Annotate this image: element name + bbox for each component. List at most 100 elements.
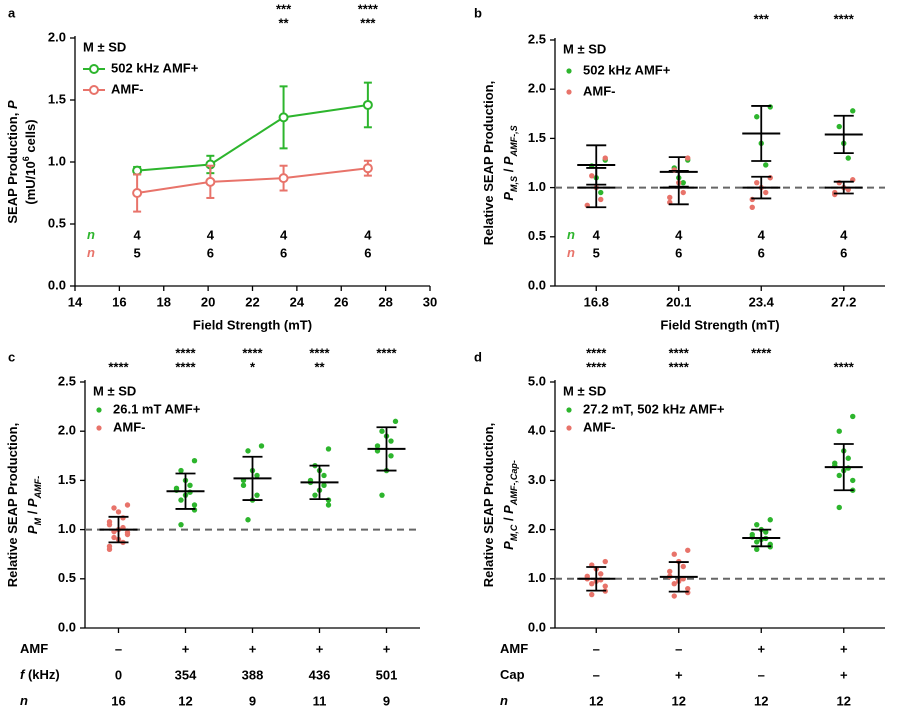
table-cell: 12	[754, 693, 768, 708]
table-cell: –	[593, 667, 600, 682]
data-point	[850, 108, 856, 114]
legend-marker	[89, 85, 99, 95]
legend-label: 26.1 mT AMF+	[113, 401, 201, 416]
y-tick-label: 5.0	[528, 373, 546, 388]
y-axis-label: PM / PAMF-	[25, 476, 43, 534]
legend-title: M ± SD	[563, 41, 606, 56]
table-row-label: AMF	[20, 641, 48, 656]
significance-label: ***	[276, 1, 292, 16]
x-axis-label: Field Strength (mT)	[660, 317, 779, 332]
data-point	[115, 509, 122, 515]
table-cell: +	[383, 641, 391, 656]
table-cell: +	[182, 641, 190, 656]
significance-label: *	[250, 359, 256, 374]
table-row-label: n	[500, 693, 508, 708]
x-tick-label: 16.8	[584, 294, 609, 309]
data-point	[120, 515, 126, 521]
n-label: n	[567, 245, 575, 260]
n-value: 4	[675, 227, 683, 242]
table-cell: +	[316, 641, 324, 656]
data-point	[178, 467, 184, 474]
table-cell: 501	[376, 667, 398, 682]
y-axis-label-part: (mU/10	[23, 161, 38, 204]
data-point	[278, 112, 289, 123]
panel-letter: b	[474, 5, 482, 20]
n-label-part: n	[567, 245, 575, 260]
data-point	[379, 428, 385, 434]
data-point	[191, 458, 198, 464]
y-tick-label: 0.0	[48, 277, 66, 292]
significance-label: ****	[834, 11, 855, 26]
data-point	[667, 568, 673, 575]
table-row-label: n	[20, 693, 28, 708]
significance-label: ****	[669, 345, 690, 360]
significance-label: ****	[751, 345, 772, 360]
y-axis-label: SEAP Production, P	[5, 100, 20, 224]
data-point	[850, 413, 856, 420]
series-line	[136, 167, 368, 194]
table-cell: 12	[178, 693, 192, 708]
x-tick-label: 18	[157, 294, 171, 309]
data-point	[749, 204, 755, 210]
n-value: 4	[758, 227, 766, 242]
y-axis-label-part: 6	[21, 156, 31, 161]
data-point	[191, 507, 198, 513]
y-axis-label: Relative SEAP Production,	[481, 423, 496, 587]
table-cell: 388	[242, 667, 264, 682]
data-point	[680, 179, 686, 186]
table-cell: 9	[249, 693, 256, 708]
y-tick-label: 2.5	[528, 31, 546, 46]
table-cell: –	[758, 667, 765, 682]
y-tick-label: 3.0	[528, 472, 546, 487]
data-point	[685, 547, 691, 553]
data-point	[602, 558, 608, 565]
x-tick-label: 28	[378, 294, 392, 309]
table-row-label-part: n	[500, 693, 508, 708]
x-tick-label: 30	[423, 294, 437, 309]
data-point	[749, 196, 755, 203]
table-cell: 12	[672, 693, 686, 708]
x-tick-label: 22	[245, 294, 259, 309]
n-label: n	[87, 245, 95, 260]
significance-label: ****	[108, 359, 129, 374]
data-point	[598, 571, 604, 577]
y-tick-label: 0.0	[528, 277, 546, 292]
y-axis-label-part: P	[501, 192, 516, 201]
data-point	[191, 502, 198, 508]
data-point	[685, 585, 691, 592]
y-axis-label: PM,S / PAMF-,S	[501, 125, 519, 200]
data-point	[754, 114, 760, 120]
data-point	[245, 448, 251, 454]
data-point	[845, 455, 851, 461]
data-point	[589, 581, 595, 587]
data-point	[589, 173, 595, 179]
x-tick-label: 24	[290, 294, 305, 309]
y-tick-label: 0.5	[528, 228, 546, 243]
y-axis-label-part: Relative SEAP Production,	[481, 423, 496, 587]
y-axis-label-part: M,C	[509, 524, 519, 541]
data-point	[767, 175, 773, 181]
x-tick-label: 14	[68, 294, 83, 309]
data-point	[832, 191, 838, 198]
data-point	[362, 163, 373, 174]
n-value: 6	[364, 245, 371, 260]
legend-title: M ± SD	[93, 383, 136, 398]
table-cell: +	[757, 641, 765, 656]
y-axis-label-part: Relative SEAP Production,	[481, 81, 496, 245]
table-cell: –	[675, 641, 682, 656]
series-line	[137, 103, 369, 172]
data-point	[325, 446, 332, 452]
y-axis-label-part: Relative SEAP Production,	[5, 423, 20, 587]
table-cell: 12	[589, 693, 603, 708]
data-point	[205, 176, 216, 187]
legend-marker	[566, 425, 572, 431]
y-axis-label-part: P	[25, 525, 40, 534]
table-cell: 12	[837, 693, 851, 708]
table-cell: +	[249, 641, 257, 656]
y-tick-label: 1.0	[528, 570, 546, 585]
data-point	[245, 517, 251, 523]
y-axis-label: PM,C / PAMF-,Cap-	[501, 460, 519, 550]
table-cell: –	[593, 641, 600, 656]
significance-label: ****	[669, 359, 690, 374]
data-point	[388, 438, 394, 444]
